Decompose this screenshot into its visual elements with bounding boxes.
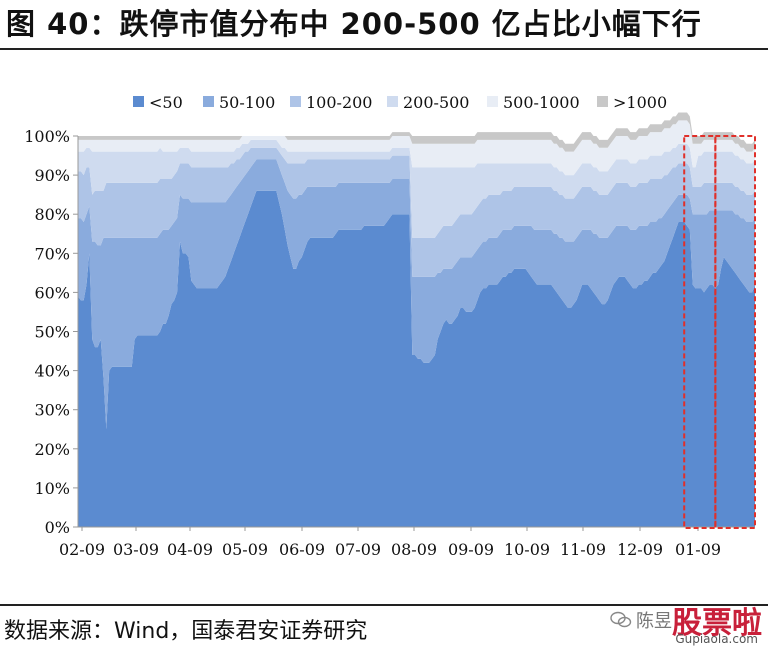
x-tick-label: 04-09	[167, 540, 213, 559]
area-series-6	[78, 112, 755, 152]
stacked-area-chart: <50 50-100 100-200 200-500 500-1000 >1000 0% 1…	[24, 93, 756, 559]
x-tick-label: 10-09	[504, 540, 550, 559]
y-tick-label: 0%	[45, 518, 70, 537]
watermark-url: Gupiaola.com	[675, 632, 758, 646]
y-tick-label: 80%	[34, 205, 70, 224]
figure-title: 图 40：跌停市值分布中 200-500 亿占比小幅下行	[6, 7, 702, 41]
y-tick-label: 100%	[24, 127, 70, 146]
y-tick-label: 60%	[34, 283, 70, 302]
y-tick-label: 20%	[34, 440, 70, 459]
area-series-5	[78, 120, 755, 176]
legend-label: 200-500	[403, 93, 469, 112]
area-series-4	[78, 139, 755, 238]
x-tick-label: 03-09	[113, 540, 159, 559]
x-tick-label: 05-09	[222, 540, 268, 559]
legend-label: <50	[149, 93, 183, 112]
x-tick-label: 11-09	[560, 540, 606, 559]
x-tick-label: 06-09	[279, 540, 325, 559]
y-tick-label: 10%	[34, 479, 70, 498]
area-series-3	[78, 147, 755, 277]
watermark: 陈昱股票啦 Gupiaola.com	[582, 598, 762, 646]
title-divider	[0, 48, 768, 50]
chart-axes: 0% 10% 20% 30% 40% 50% 60% 70% 80% 90% 100% 02-09 03…	[24, 127, 755, 559]
area-series-1	[78, 190, 755, 527]
legend-swatch	[597, 96, 608, 107]
legend-label: 50-100	[219, 93, 275, 112]
x-tick-label: 02-09	[59, 540, 105, 559]
highlight-boxes	[683, 135, 756, 529]
x-tick-label: 07-09	[335, 540, 381, 559]
legend-label: 100-200	[306, 93, 372, 112]
area-series-group	[78, 112, 755, 527]
watermark-logo: 股票啦	[672, 606, 762, 641]
legend-swatch	[203, 96, 214, 107]
data-source-note: 数据来源：Wind，国泰君安证券研究	[4, 619, 368, 644]
highlight-box-2	[714, 135, 756, 529]
watermark-author: 陈昱	[636, 611, 672, 632]
legend-label: >1000	[613, 93, 667, 112]
legend-label: 500-1000	[503, 93, 580, 112]
area-series-2	[78, 159, 755, 430]
y-tick-label: 30%	[34, 401, 70, 420]
y-tick-label: 50%	[34, 323, 70, 342]
wechat-icon	[610, 611, 632, 628]
x-tick-label: 01-09	[675, 540, 721, 559]
source-divider	[0, 604, 768, 606]
y-tick-label: 70%	[34, 244, 70, 263]
chart-legend: <50 50-100 100-200 200-500 500-1000 >1000	[133, 93, 667, 112]
x-tick-label: 12-09	[617, 540, 663, 559]
y-tick-label: 40%	[34, 362, 70, 381]
legend-swatch	[487, 96, 498, 107]
x-tick-label: 09-09	[448, 540, 494, 559]
y-tick-label: 90%	[34, 166, 70, 185]
legend-swatch	[290, 96, 301, 107]
x-tick-label: 08-09	[391, 540, 437, 559]
legend-swatch	[133, 96, 144, 107]
legend-swatch	[387, 96, 398, 107]
